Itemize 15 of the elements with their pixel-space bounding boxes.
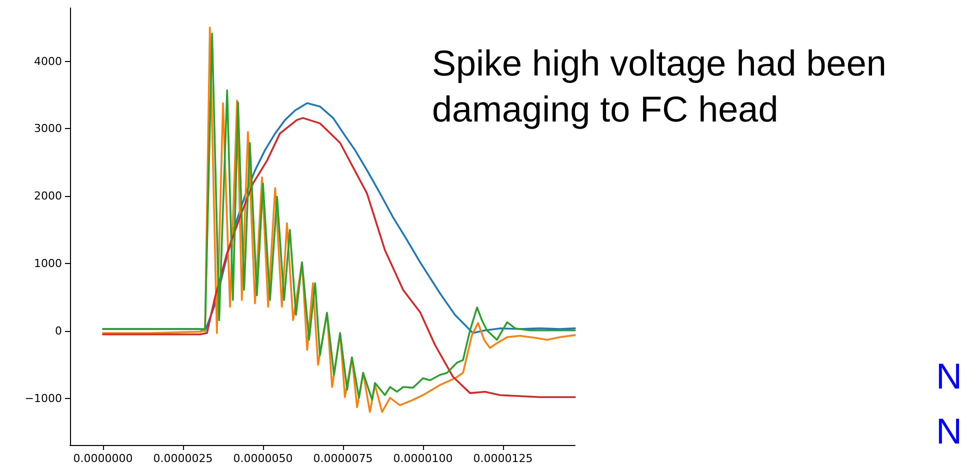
text: N — [936, 356, 962, 396]
y-tick-label: 0 — [55, 324, 62, 338]
x-tick-label: 0.0000075 — [313, 452, 373, 465]
y-tick-label: 3000 — [34, 122, 62, 136]
y-tick-label: 1000 — [34, 257, 62, 270]
y-tick-label: 2000 — [34, 190, 62, 203]
x-tick-label: 0.0000125 — [473, 452, 533, 465]
y-tick-label: −1000 — [24, 392, 62, 405]
x-tick-label: 0.0000025 — [153, 452, 213, 465]
x-tick-label: 0.0000000 — [73, 452, 133, 465]
x-tick-label: 0.0000050 — [233, 452, 293, 465]
text: N — [936, 410, 962, 452]
annotation: Spike high voltage had been damaging to FC head — [432, 42, 896, 130]
y-tick-label: 4000 — [34, 54, 62, 68]
x-tick-label: 0.0000100 — [393, 452, 453, 465]
